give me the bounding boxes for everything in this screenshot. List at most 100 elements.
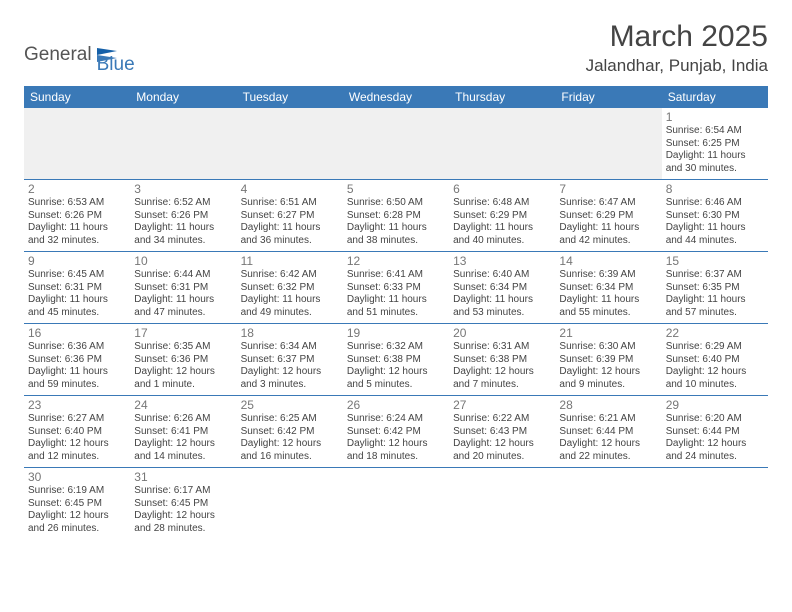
calendar-cell: 13Sunrise: 6:40 AMSunset: 6:34 PMDayligh… — [449, 252, 555, 324]
calendar-cell: 18Sunrise: 6:34 AMSunset: 6:37 PMDayligh… — [237, 324, 343, 396]
weekday-header: Monday — [130, 86, 236, 108]
calendar-cell: 22Sunrise: 6:29 AMSunset: 6:40 PMDayligh… — [662, 324, 768, 396]
daylight-text: Daylight: 12 hours and 14 minutes. — [134, 438, 232, 463]
sunrise-text: Sunrise: 6:25 AM — [241, 413, 339, 426]
calendar-cell: 4Sunrise: 6:51 AMSunset: 6:27 PMDaylight… — [237, 180, 343, 252]
day-number: 16 — [28, 326, 126, 340]
day-number: 24 — [134, 398, 232, 412]
weekday-header: Tuesday — [237, 86, 343, 108]
sunrise-text: Sunrise: 6:52 AM — [134, 197, 232, 210]
sunrise-text: Sunrise: 6:51 AM — [241, 197, 339, 210]
location: Jalandhar, Punjab, India — [586, 56, 768, 76]
daylight-text: Daylight: 12 hours and 3 minutes. — [241, 366, 339, 391]
day-number: 19 — [347, 326, 445, 340]
sunrise-text: Sunrise: 6:24 AM — [347, 413, 445, 426]
daylight-text: Daylight: 11 hours and 30 minutes. — [666, 150, 764, 175]
calendar-cell — [555, 108, 661, 180]
daylight-text: Daylight: 12 hours and 9 minutes. — [559, 366, 657, 391]
calendar-cell: 19Sunrise: 6:32 AMSunset: 6:38 PMDayligh… — [343, 324, 449, 396]
calendar-cell: 2Sunrise: 6:53 AMSunset: 6:26 PMDaylight… — [24, 180, 130, 252]
daylight-text: Daylight: 12 hours and 20 minutes. — [453, 438, 551, 463]
calendar-cell: 3Sunrise: 6:52 AMSunset: 6:26 PMDaylight… — [130, 180, 236, 252]
sunset-text: Sunset: 6:38 PM — [347, 354, 445, 367]
sunrise-text: Sunrise: 6:35 AM — [134, 341, 232, 354]
day-number: 30 — [28, 470, 126, 484]
calendar-cell: 21Sunrise: 6:30 AMSunset: 6:39 PMDayligh… — [555, 324, 661, 396]
day-number: 7 — [559, 182, 657, 196]
sunrise-text: Sunrise: 6:36 AM — [28, 341, 126, 354]
calendar-row: 2Sunrise: 6:53 AMSunset: 6:26 PMDaylight… — [24, 180, 768, 252]
calendar-cell: 29Sunrise: 6:20 AMSunset: 6:44 PMDayligh… — [662, 396, 768, 468]
daylight-text: Daylight: 11 hours and 44 minutes. — [666, 222, 764, 247]
calendar-cell: 31Sunrise: 6:17 AMSunset: 6:45 PMDayligh… — [130, 468, 236, 540]
daylight-text: Daylight: 11 hours and 55 minutes. — [559, 294, 657, 319]
sunrise-text: Sunrise: 6:20 AM — [666, 413, 764, 426]
daylight-text: Daylight: 11 hours and 49 minutes. — [241, 294, 339, 319]
calendar-cell: 24Sunrise: 6:26 AMSunset: 6:41 PMDayligh… — [130, 396, 236, 468]
sunrise-text: Sunrise: 6:40 AM — [453, 269, 551, 282]
calendar-cell — [449, 108, 555, 180]
calendar-cell: 16Sunrise: 6:36 AMSunset: 6:36 PMDayligh… — [24, 324, 130, 396]
sunset-text: Sunset: 6:29 PM — [453, 210, 551, 223]
daylight-text: Daylight: 12 hours and 5 minutes. — [347, 366, 445, 391]
sunset-text: Sunset: 6:25 PM — [666, 138, 764, 151]
sunrise-text: Sunrise: 6:53 AM — [28, 197, 126, 210]
daylight-text: Daylight: 12 hours and 1 minute. — [134, 366, 232, 391]
sunset-text: Sunset: 6:40 PM — [28, 426, 126, 439]
sunrise-text: Sunrise: 6:47 AM — [559, 197, 657, 210]
sunset-text: Sunset: 6:32 PM — [241, 282, 339, 295]
day-number: 4 — [241, 182, 339, 196]
calendar-cell: 25Sunrise: 6:25 AMSunset: 6:42 PMDayligh… — [237, 396, 343, 468]
day-number: 2 — [28, 182, 126, 196]
sunset-text: Sunset: 6:29 PM — [559, 210, 657, 223]
sunrise-text: Sunrise: 6:46 AM — [666, 197, 764, 210]
sunset-text: Sunset: 6:37 PM — [241, 354, 339, 367]
sunset-text: Sunset: 6:42 PM — [347, 426, 445, 439]
sunset-text: Sunset: 6:45 PM — [28, 498, 126, 511]
weekday-header: Saturday — [662, 86, 768, 108]
calendar-table: Sunday Monday Tuesday Wednesday Thursday… — [24, 86, 768, 539]
weekday-header: Thursday — [449, 86, 555, 108]
calendar-cell: 9Sunrise: 6:45 AMSunset: 6:31 PMDaylight… — [24, 252, 130, 324]
logo: General Blue — [24, 34, 135, 76]
daylight-text: Daylight: 12 hours and 26 minutes. — [28, 510, 126, 535]
calendar-row: 1Sunrise: 6:54 AMSunset: 6:25 PMDaylight… — [24, 108, 768, 180]
day-number: 27 — [453, 398, 551, 412]
daylight-text: Daylight: 11 hours and 47 minutes. — [134, 294, 232, 319]
sunset-text: Sunset: 6:26 PM — [28, 210, 126, 223]
daylight-text: Daylight: 11 hours and 51 minutes. — [347, 294, 445, 319]
calendar-cell: 10Sunrise: 6:44 AMSunset: 6:31 PMDayligh… — [130, 252, 236, 324]
day-number: 9 — [28, 254, 126, 268]
sunrise-text: Sunrise: 6:44 AM — [134, 269, 232, 282]
daylight-text: Daylight: 11 hours and 53 minutes. — [453, 294, 551, 319]
daylight-text: Daylight: 11 hours and 36 minutes. — [241, 222, 339, 247]
sunrise-text: Sunrise: 6:37 AM — [666, 269, 764, 282]
day-number: 3 — [134, 182, 232, 196]
daylight-text: Daylight: 11 hours and 38 minutes. — [347, 222, 445, 247]
calendar-cell — [343, 468, 449, 540]
header: General Blue March 2025 Jalandhar, Punja… — [24, 20, 768, 76]
daylight-text: Daylight: 11 hours and 40 minutes. — [453, 222, 551, 247]
weekday-header-row: Sunday Monday Tuesday Wednesday Thursday… — [24, 86, 768, 108]
sunrise-text: Sunrise: 6:54 AM — [666, 125, 764, 138]
calendar-cell: 1Sunrise: 6:54 AMSunset: 6:25 PMDaylight… — [662, 108, 768, 180]
calendar-cell: 11Sunrise: 6:42 AMSunset: 6:32 PMDayligh… — [237, 252, 343, 324]
title-block: March 2025 Jalandhar, Punjab, India — [586, 20, 768, 76]
daylight-text: Daylight: 11 hours and 42 minutes. — [559, 222, 657, 247]
day-number: 21 — [559, 326, 657, 340]
calendar-cell: 6Sunrise: 6:48 AMSunset: 6:29 PMDaylight… — [449, 180, 555, 252]
sunrise-text: Sunrise: 6:50 AM — [347, 197, 445, 210]
day-number: 12 — [347, 254, 445, 268]
sunrise-text: Sunrise: 6:22 AM — [453, 413, 551, 426]
calendar-cell — [662, 468, 768, 540]
calendar-cell — [24, 108, 130, 180]
sunset-text: Sunset: 6:38 PM — [453, 354, 551, 367]
calendar-body: 1Sunrise: 6:54 AMSunset: 6:25 PMDaylight… — [24, 108, 768, 539]
month-title: March 2025 — [586, 20, 768, 54]
sunrise-text: Sunrise: 6:27 AM — [28, 413, 126, 426]
sunrise-text: Sunrise: 6:29 AM — [666, 341, 764, 354]
daylight-text: Daylight: 12 hours and 22 minutes. — [559, 438, 657, 463]
sunset-text: Sunset: 6:26 PM — [134, 210, 232, 223]
daylight-text: Daylight: 12 hours and 12 minutes. — [28, 438, 126, 463]
calendar-cell — [449, 468, 555, 540]
